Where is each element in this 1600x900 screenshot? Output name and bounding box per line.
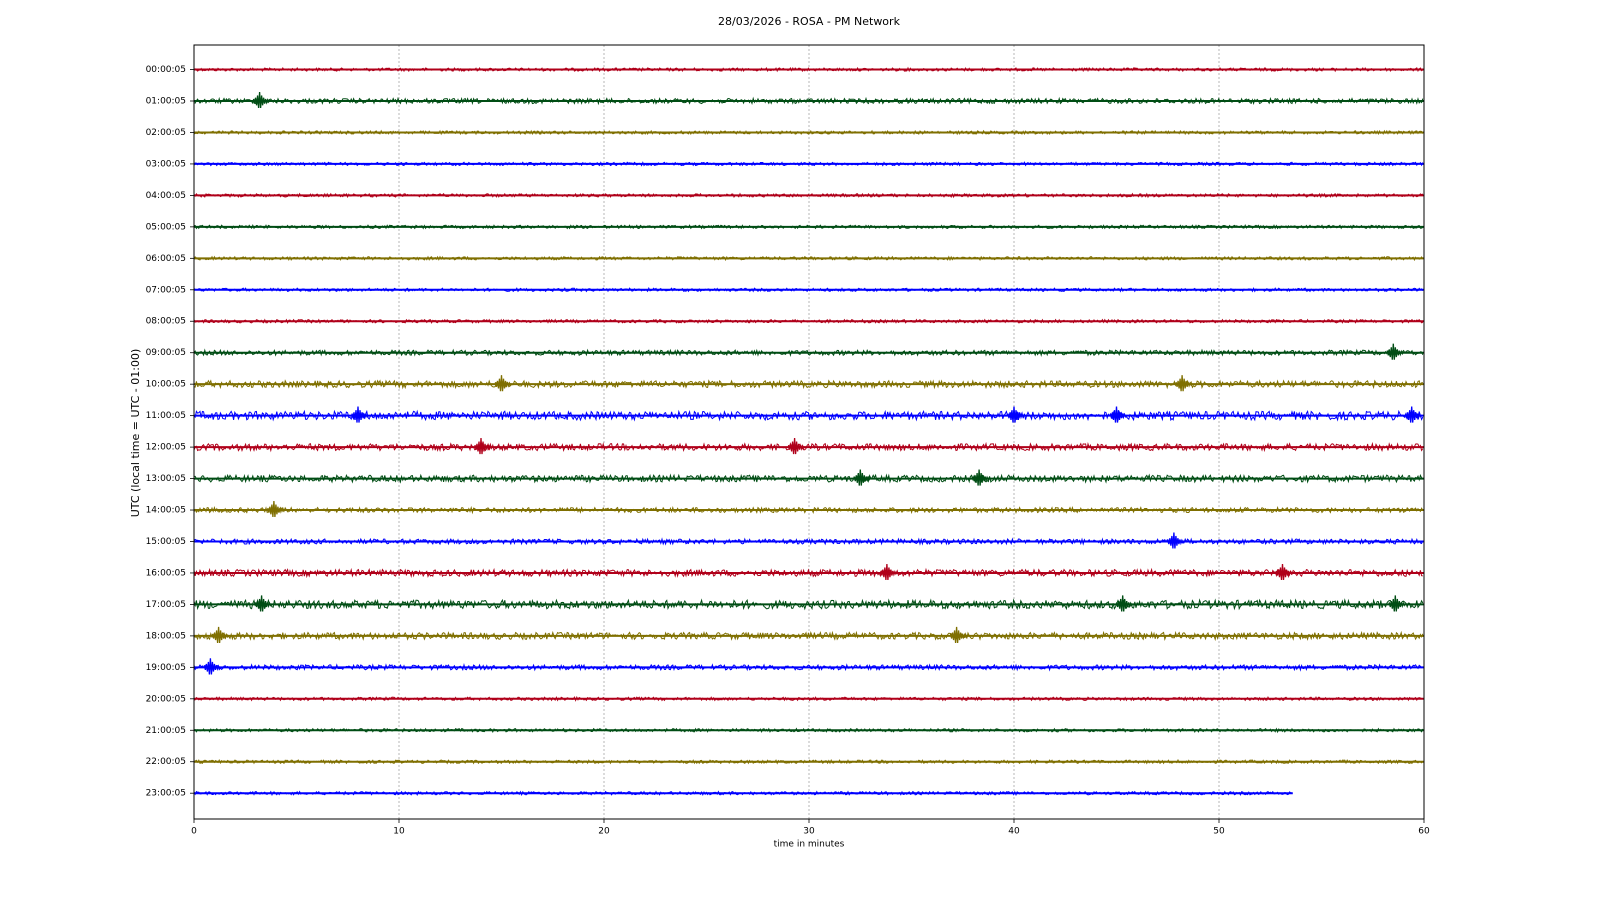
- y-tick-label: 11:00:05: [146, 411, 186, 421]
- seismic-event: [1167, 532, 1185, 549]
- y-tick-label: 17:00:05: [146, 600, 186, 610]
- x-tick-label: 30: [803, 827, 815, 837]
- y-tick-label: 00:00:05: [146, 65, 186, 75]
- y-tick-label: 02:00:05: [146, 128, 186, 138]
- y-tick-label: 03:00:05: [146, 159, 186, 169]
- x-tick-label: 50: [1213, 827, 1225, 837]
- y-tick-label: 18:00:05: [146, 631, 186, 641]
- x-tick-label: 40: [1008, 827, 1020, 837]
- y-tick-label: 15:00:05: [146, 537, 186, 547]
- seismic-event: [1007, 406, 1025, 423]
- seismic-event: [972, 469, 990, 486]
- seismic-event: [203, 658, 221, 675]
- seismic-event: [1175, 375, 1193, 392]
- seismic-event: [1116, 595, 1134, 612]
- x-axis-label: time in minutes: [774, 840, 845, 850]
- y-tick-label: 05:00:05: [146, 222, 186, 232]
- seismic-event: [494, 375, 513, 392]
- y-tick-label: 23:00:05: [146, 789, 186, 799]
- seismic-event: [474, 438, 492, 455]
- y-tick-label: 06:00:05: [146, 254, 186, 264]
- y-tick-label: 19:00:05: [146, 663, 186, 673]
- seismic-event: [351, 406, 369, 423]
- trace-noise: [193, 598, 1424, 611]
- y-axis-label: UTC (local time = UTC - 01:00): [129, 349, 142, 518]
- y-tick-label: 21:00:05: [146, 726, 186, 736]
- y-tick-label: 13:00:05: [146, 474, 186, 484]
- chart-title: 28/03/2026 - ROSA - PM Network: [718, 15, 901, 28]
- seismic-event: [211, 626, 230, 643]
- y-tick-label: 10:00:05: [146, 380, 186, 390]
- y-tick-label: 14:00:05: [146, 506, 186, 516]
- plot-frame: [193, 44, 1425, 820]
- seismic-event: [1405, 406, 1423, 423]
- seismic-event: [787, 438, 806, 455]
- x-tick-label: 60: [1418, 827, 1430, 837]
- y-tick-label: 22:00:05: [146, 757, 186, 767]
- seismic-event: [853, 469, 871, 486]
- seismic-event: [1388, 595, 1406, 612]
- seismic-event: [252, 91, 271, 109]
- trace-noise: [193, 441, 1424, 453]
- y-tick-label: 08:00:05: [146, 317, 186, 327]
- y-tick-label: 16:00:05: [146, 568, 186, 578]
- seismic-event: [1109, 406, 1128, 423]
- seismic-event: [1386, 343, 1404, 360]
- x-tick-label: 0: [191, 827, 197, 837]
- y-tick-label: 04:00:05: [146, 191, 186, 201]
- seismic-event: [949, 626, 968, 643]
- y-tick-label: 12:00:05: [146, 443, 186, 453]
- x-tick-label: 10: [393, 827, 405, 837]
- seismic-event: [880, 563, 898, 581]
- y-tick-label: 07:00:05: [146, 285, 186, 295]
- y-tick-label: 09:00:05: [146, 348, 186, 358]
- seismic-event: [267, 500, 285, 518]
- y-tick-label: 01:00:05: [146, 97, 186, 107]
- x-tick-label: 20: [598, 827, 610, 837]
- seismic-event: [254, 595, 273, 612]
- y-tick-label: 20:00:05: [146, 694, 186, 704]
- seismic-event: [1275, 563, 1294, 581]
